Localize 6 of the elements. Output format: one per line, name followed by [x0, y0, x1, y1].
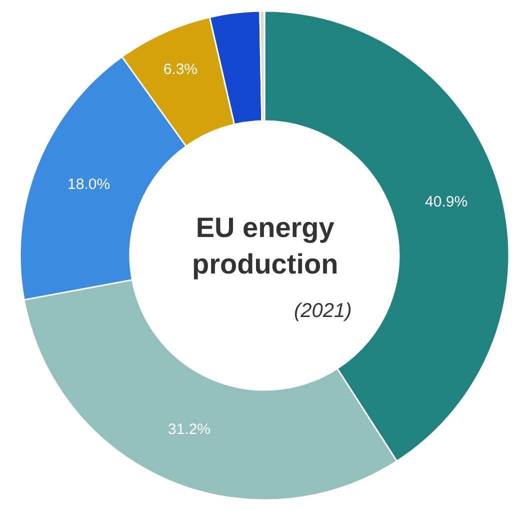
text: (2021): [294, 300, 352, 322]
text: EU energy production: [192, 212, 338, 280]
data-label: 31.2%: [168, 420, 211, 438]
data-label: 18.0%: [67, 176, 110, 194]
data-label: 40.9%: [425, 194, 468, 211]
data-label: 6.3%: [163, 60, 198, 78]
